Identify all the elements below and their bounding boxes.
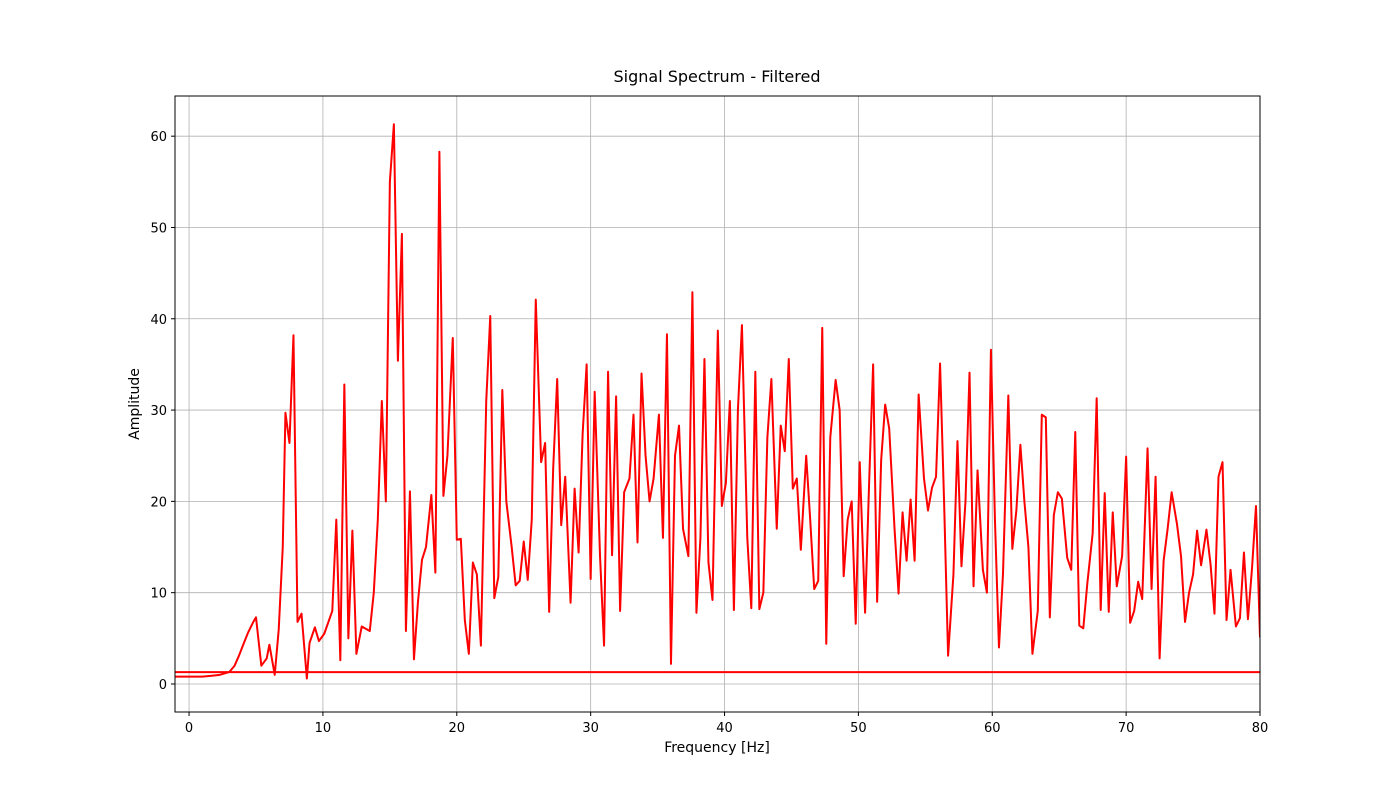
y-tick-label: 20 [150,495,167,510]
x-axis-label: Frequency [Hz] [664,740,770,756]
x-tick-label: 80 [1252,721,1269,736]
x-tick-label: 60 [984,721,1001,736]
y-tick-label: 10 [150,587,167,602]
spectrum-line [175,123,1260,680]
y-tick-label: 30 [150,404,167,419]
grid [175,96,1261,712]
x-tick-label: 70 [1118,721,1135,736]
axes-frame [174,95,1261,713]
x-tick-label: 20 [449,721,466,736]
x-tick-label: 10 [315,721,332,736]
y-axis-label: Amplitude [127,368,143,440]
x-tick-label: 0 [185,721,193,736]
x-tick-label: 50 [850,721,867,736]
y-tick-label: 40 [150,313,167,328]
y-tick-label: 50 [150,221,167,236]
y-tick-label: 0 [159,678,167,693]
x-tick-label: 30 [582,721,599,736]
y-tick-label: 60 [150,130,167,145]
plot-area [175,123,1260,680]
x-tick-label: 40 [716,721,733,736]
chart-title: Signal Spectrum - Filtered [614,67,821,86]
ticks: 0 10 20 30 40 50 60 70 80 0 10 20 30 40 50 60 [150,130,1268,736]
